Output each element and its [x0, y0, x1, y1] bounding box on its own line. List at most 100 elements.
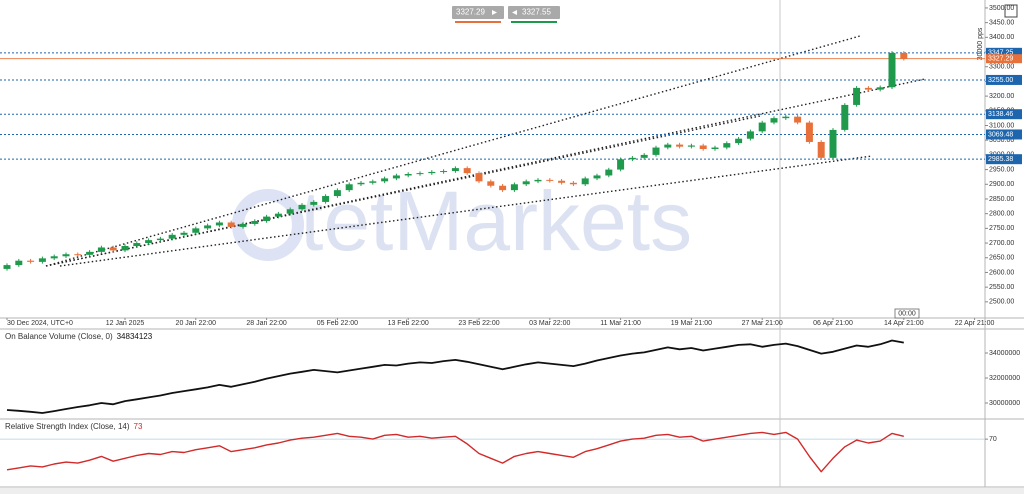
candle-body — [723, 143, 731, 148]
y-tick-label: 3200.00 — [989, 93, 1014, 100]
candle-body — [735, 138, 743, 144]
candle-body — [487, 181, 495, 186]
candle-body — [357, 182, 365, 185]
candle-body — [416, 173, 424, 175]
scale-note: 30000 pps — [977, 27, 984, 60]
x-tick-label: 28 Jan 22:00 — [246, 320, 287, 327]
candle-body — [534, 179, 542, 182]
candle-body — [558, 180, 566, 183]
candle-body — [770, 118, 778, 123]
candle-body — [864, 87, 872, 90]
trendline — [59, 155, 873, 267]
candle-body — [392, 175, 400, 179]
candle-body — [687, 145, 695, 147]
y-tick-label: 2700.00 — [989, 240, 1014, 247]
x-tick-label: 05 Feb 22:00 — [317, 320, 358, 327]
candle-body — [204, 225, 212, 229]
candle-body — [310, 201, 318, 205]
watermark: tetMarkets — [300, 174, 692, 268]
x-tick-label: 30 Dec 2024, UTC+0 — [7, 320, 73, 327]
level-label-box — [986, 47, 1022, 58]
candle-body — [345, 184, 353, 191]
x-tick-label: 23 Feb 22:00 — [458, 320, 499, 327]
trendline — [45, 115, 761, 267]
x-tick-label: 27 Mar 21:00 — [742, 320, 783, 327]
candle-body — [428, 171, 436, 174]
x-tick-label: 14 Apr 21:00 — [884, 320, 924, 327]
candle-body — [510, 184, 518, 191]
candle-body — [97, 247, 105, 252]
candle-body — [404, 173, 412, 176]
candle-body — [274, 213, 282, 217]
candle-body — [121, 245, 129, 251]
candle-body — [156, 238, 164, 241]
candle-body — [180, 232, 188, 235]
trendline — [45, 78, 926, 267]
candle-body — [652, 147, 660, 155]
candle-body — [322, 196, 330, 202]
candle-body — [74, 254, 82, 256]
x-tick-label: 11 Mar 21:00 — [600, 320, 641, 327]
price-label: 3327.29 — [988, 56, 1013, 63]
x-tick-label: 13 Feb 22:00 — [388, 320, 429, 327]
trendlines — [45, 35, 926, 267]
y-tick-label: 34000000 — [989, 350, 1020, 357]
y-tick-label: 2600.00 — [989, 269, 1014, 276]
candle-body — [499, 185, 507, 191]
ask-price[interactable]: 3327.55 — [522, 8, 551, 17]
indicator-line — [6, 339, 904, 414]
candle-body — [27, 260, 35, 262]
indicator-line — [6, 431, 904, 473]
y-tick-label: 2950.00 — [989, 166, 1014, 173]
ask-box[interactable] — [508, 6, 560, 19]
candle-body — [239, 223, 247, 227]
candle-body — [569, 182, 577, 185]
candle-body — [888, 52, 896, 88]
candle-body — [853, 87, 861, 105]
candle-body — [664, 144, 672, 148]
candle-body — [758, 122, 766, 132]
candle-body — [463, 168, 471, 174]
settings-button[interactable] — [1004, 4, 1018, 18]
candle-body — [215, 222, 223, 226]
y-tick-label: 2650.00 — [989, 255, 1014, 262]
candle-body — [192, 228, 200, 233]
candle-body — [841, 104, 849, 130]
candle-body — [640, 154, 648, 158]
level-label: 3255.00 — [988, 77, 1013, 84]
toolbar — [0, 488, 1024, 494]
candle-body — [62, 254, 70, 257]
time-marker-box — [894, 308, 920, 319]
level-label: 3347.25 — [988, 50, 1013, 57]
x-tick-label: 06 Apr 21:00 — [813, 320, 853, 327]
bid-box[interactable] — [452, 6, 504, 19]
x-tick-label: 19 Mar 21:00 — [671, 320, 712, 327]
candle-body — [522, 181, 530, 185]
y-tick-label: 32000000 — [989, 375, 1020, 382]
indicator-value: 73 — [134, 422, 143, 431]
bid-icon — [492, 10, 497, 15]
candle-body — [3, 265, 11, 269]
candle-body — [829, 129, 837, 158]
x-tick-label: 03 Mar 22:00 — [529, 320, 570, 327]
candle-body — [50, 256, 58, 259]
level-label: 3138.46 — [988, 111, 1013, 118]
candle-body — [475, 173, 483, 182]
indicator-value: 34834123 — [117, 332, 153, 341]
candle-body — [546, 179, 554, 181]
candle-body — [900, 52, 908, 59]
candle-body — [15, 260, 23, 266]
y-tick-label: 3300.00 — [989, 64, 1014, 71]
candle-body — [86, 251, 94, 255]
y-tick-label: 3050.00 — [989, 137, 1014, 144]
price-label-box — [986, 54, 1022, 64]
candle-body — [145, 240, 153, 244]
y-tick-label: 2900.00 — [989, 181, 1014, 188]
trendline — [45, 35, 861, 267]
candle-body — [605, 169, 613, 176]
bid-price[interactable]: 3327.29 — [456, 8, 485, 17]
level-label-box — [986, 129, 1022, 140]
